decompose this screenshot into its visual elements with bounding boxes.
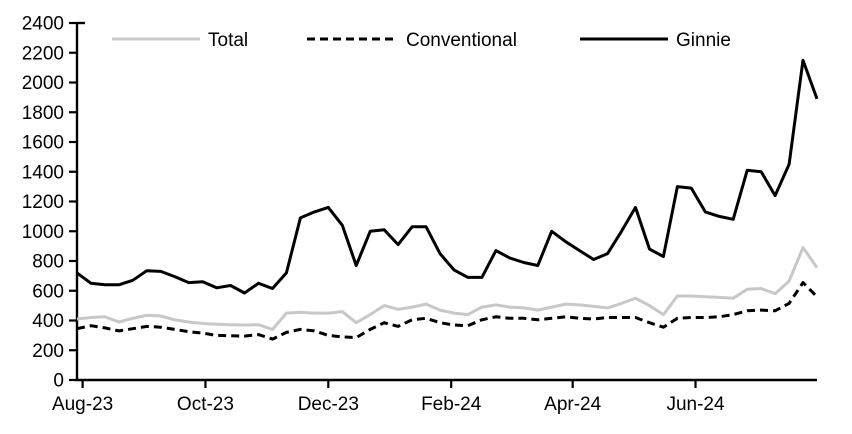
legend-label-conventional: Conventional xyxy=(406,30,517,51)
legend-item-conventional: Conventional xyxy=(307,30,517,51)
legend-label-ginnie: Ginnie xyxy=(676,30,731,51)
y-axis-label: 1000 xyxy=(22,222,64,243)
ginnie-line xyxy=(76,58,819,295)
legend-item-total: Total xyxy=(112,30,248,51)
legend-item-ginnie: Ginnie xyxy=(580,30,731,51)
x-axis-label: Apr-24 xyxy=(544,394,601,415)
x-axis-label: Feb-24 xyxy=(421,394,482,415)
y-axis-label: 1200 xyxy=(22,192,64,213)
total-line xyxy=(76,246,819,331)
axes-group: 0 200 400 600 800 1000 1200 1400 1600 1800 2000 220… xyxy=(22,14,817,415)
y-axis-label: 2000 xyxy=(22,73,64,94)
x-axis-label: Dec-23 xyxy=(298,394,359,415)
y-axis-label: 800 xyxy=(32,252,64,273)
y-axis-label: 600 xyxy=(32,281,64,302)
y-axis-label: 1800 xyxy=(22,103,64,124)
x-axis-label: Oct-23 xyxy=(177,394,234,415)
legend-label-total: Total xyxy=(208,30,248,51)
y-axis-label: 0 xyxy=(53,371,64,392)
y-axis-label: 200 xyxy=(32,341,64,362)
y-axis-label: 400 xyxy=(32,311,64,332)
series-group xyxy=(76,58,819,341)
conventional-line xyxy=(76,281,819,341)
legend-group: Total Conventional Ginnie xyxy=(112,30,731,51)
y-axis-label: 1400 xyxy=(22,162,64,183)
y-axis-label: 2400 xyxy=(22,14,64,35)
x-axis-label: Aug-23 xyxy=(52,394,113,415)
y-axis-label: 1600 xyxy=(22,133,64,154)
y-axis-label: 2200 xyxy=(22,43,64,64)
x-axis-label: Jun-24 xyxy=(666,394,725,415)
